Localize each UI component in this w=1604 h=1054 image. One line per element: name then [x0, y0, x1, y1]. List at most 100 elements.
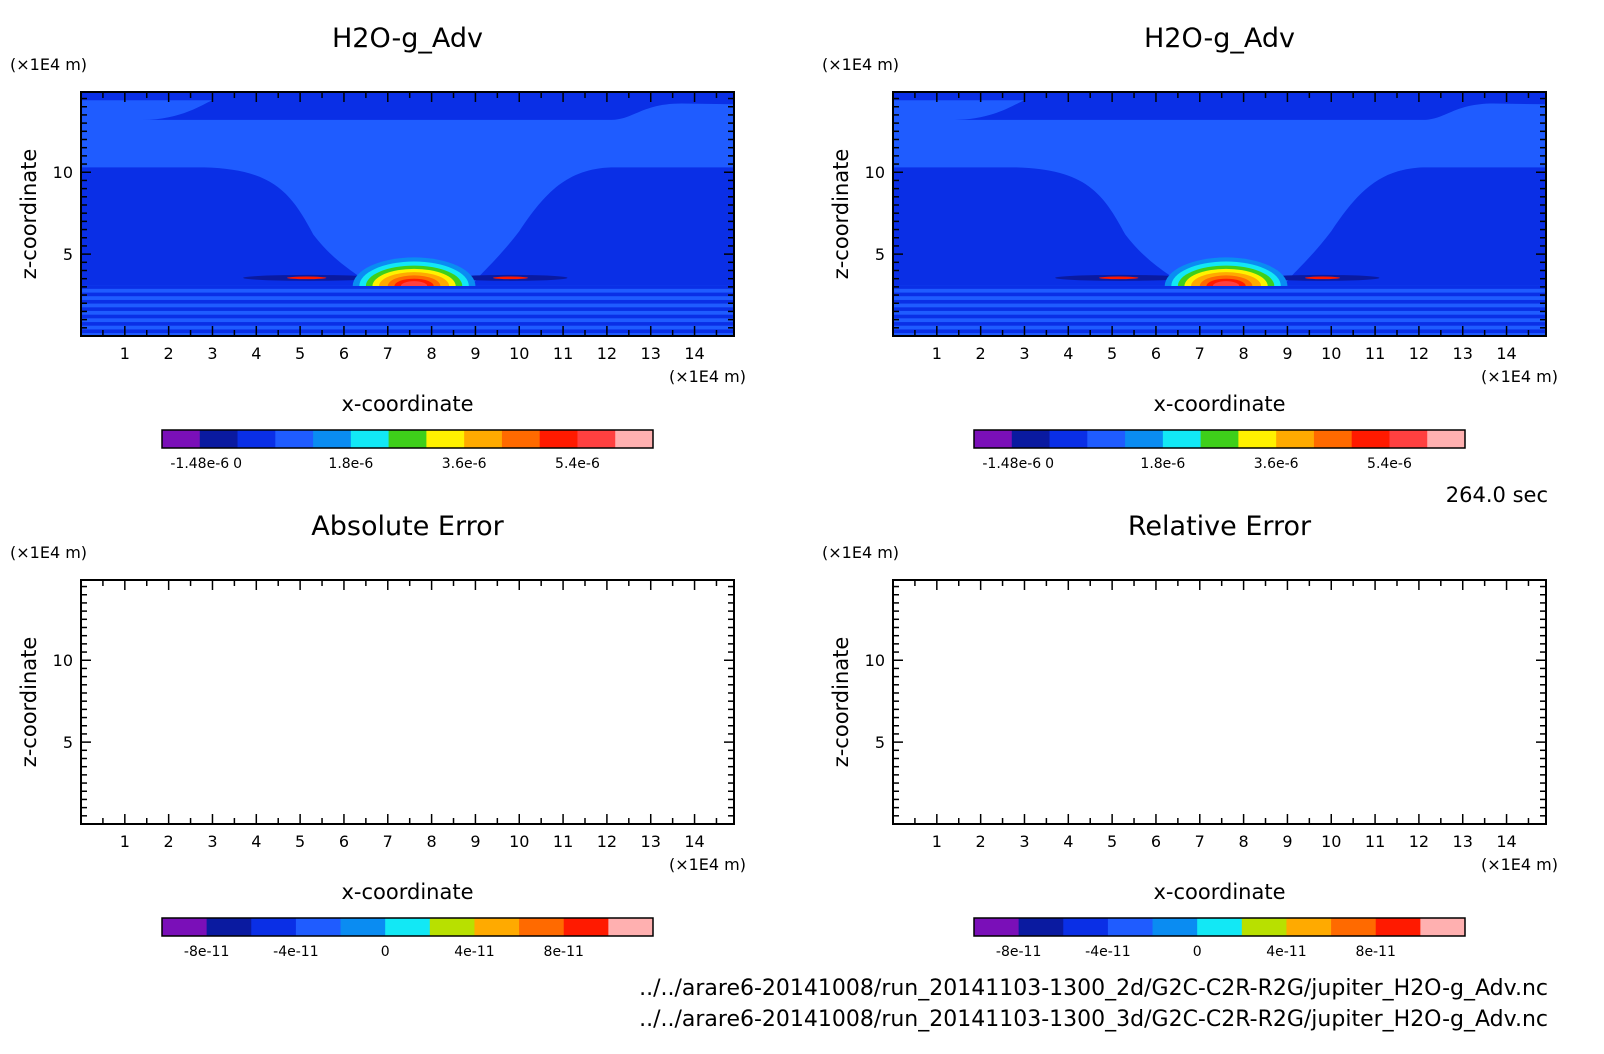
field-level-upper — [893, 92, 1546, 120]
colorbar-tick-label: -8e-11 — [996, 944, 1041, 960]
colorbar-swatch — [501, 430, 541, 448]
x-axis-label: x-coordinate — [341, 392, 473, 416]
x-tick-label: 8 — [427, 344, 437, 363]
colorbar-tick-label: 0 — [1193, 944, 1202, 960]
x-tick-label: 3 — [207, 344, 217, 363]
colorbar-swatch — [1049, 430, 1088, 448]
y-tick-label: 10 — [53, 163, 73, 182]
x-tick-label: 5 — [1107, 832, 1117, 851]
field-level-right-lobe — [473, 167, 734, 286]
colorbar-swatch — [1152, 918, 1198, 936]
field-stripe — [81, 285, 734, 289]
colorbar-swatch — [1063, 918, 1109, 936]
colorbar-swatch — [464, 430, 503, 448]
colorbar-frame — [161, 917, 654, 937]
field-stripe — [81, 322, 734, 326]
colorbar-swatch — [1276, 430, 1315, 448]
x-tick-label: 13 — [641, 832, 661, 851]
colorbar-swatch — [313, 430, 352, 448]
colorbar-swatch — [474, 918, 520, 936]
colorbar-swatch — [1313, 430, 1353, 448]
colorbar-tick-label: 3.6e-6 — [442, 456, 487, 472]
colorbar-tick-label: 0 — [381, 944, 390, 960]
field-patch-right-core — [1304, 276, 1341, 280]
chart-panel-2: H2O-g_Adv(×1E4 m)1 2 3 4 5 6 7 8 9 10 11 12 13 14510(… — [822, 23, 1558, 472]
field-stripe — [893, 285, 1546, 289]
x-tick-label: 9 — [1282, 832, 1292, 851]
file-path-3d: ../../arare6-20141008/run_20141103-1300_… — [639, 1007, 1548, 1032]
x-tick-label: 11 — [1365, 344, 1385, 363]
field-level-right-lobe — [1285, 167, 1546, 286]
colorbar-swatch — [237, 430, 276, 448]
y-axis-label: z-coordinate — [17, 637, 41, 768]
colorbar-swatch — [429, 918, 475, 936]
x-tick-label: 11 — [1365, 832, 1385, 851]
field-stripe — [81, 329, 734, 334]
colorbar-tick-label: -4e-11 — [1085, 944, 1130, 960]
colorbar-frame — [973, 917, 1466, 937]
colorbar-tick-label: -4e-11 — [273, 944, 318, 960]
x-tick-label: 1 — [120, 344, 130, 363]
x-tick-label: 4 — [251, 344, 261, 363]
x-tick-label: 9 — [1282, 344, 1292, 363]
x-tick-label: 13 — [641, 344, 661, 363]
x-tick-label: 12 — [1409, 344, 1429, 363]
x-tick-label: 9 — [470, 832, 480, 851]
time-label: 264.0 sec — [1446, 483, 1548, 507]
colorbar-swatch — [1162, 430, 1202, 448]
colorbar-swatch — [1125, 430, 1164, 448]
field-stripe — [81, 299, 734, 304]
x-axis-label: x-coordinate — [1153, 392, 1285, 416]
colorbar: -1.48e-6 0 1.8e-6 3.6e-6 5.4e-6 — [973, 429, 1466, 472]
colorbar-frame — [161, 429, 654, 449]
field-stripe — [81, 307, 734, 311]
chart-panel-4: Relative Error(×1E4 m)1 2 3 4 5 6 7 8 9 10 11 12 13 1… — [822, 511, 1558, 960]
colorbar-swatch — [1286, 918, 1332, 936]
x-tick-label: 14 — [1496, 832, 1516, 851]
chart-title: H2O-g_Adv — [332, 23, 483, 54]
colorbar-swatch — [206, 918, 252, 936]
chart-title: H2O-g_Adv — [1144, 23, 1295, 54]
colorbar-swatch — [519, 918, 565, 936]
y-tick-label: 5 — [875, 245, 885, 264]
plot-frame — [80, 579, 735, 825]
field-stripe — [893, 314, 1546, 319]
colorbar-swatch — [350, 430, 390, 448]
field-patch-left-core — [286, 276, 327, 280]
x-tick-label: 2 — [164, 344, 174, 363]
colorbar-tick-label: 5.4e-6 — [1367, 456, 1412, 472]
colorbar-swatch — [1087, 430, 1126, 448]
x-tick-label: 6 — [1151, 832, 1161, 851]
colorbar-frame — [973, 429, 1466, 449]
x-tick-label: 8 — [1239, 832, 1249, 851]
chart-title: Relative Error — [1128, 511, 1312, 542]
colorbar-tick-label: 4e-11 — [1266, 944, 1306, 960]
x-tick-label: 1 — [932, 344, 942, 363]
x-tick-label: 1 — [120, 832, 130, 851]
colorbar-swatch — [539, 430, 578, 448]
colorbar-swatch — [615, 430, 654, 448]
x-tick-label: 8 — [427, 832, 437, 851]
file-path-2d: ../../arare6-20141008/run_20141103-1300_… — [639, 976, 1548, 1001]
colorbar: -8e-11 -4e-11 0 4e-11 8e-11 — [161, 917, 654, 960]
x-tick-label: 7 — [383, 832, 393, 851]
x-tick-label: 5 — [295, 344, 305, 363]
x-tick-label: 14 — [684, 832, 704, 851]
y-tick-label: 10 — [53, 651, 73, 670]
field-stripe — [893, 292, 1546, 297]
y-tick-label: 5 — [63, 245, 73, 264]
x-tick-label: 1 — [932, 832, 942, 851]
chart-panel-1: H2O-g_Adv(×1E4 m)1 2 3 4 5 6 7 8 9 10 11 12 13 14510(… — [10, 23, 746, 472]
x-tick-label: 7 — [1195, 832, 1205, 851]
field-stripe — [81, 314, 734, 319]
x-tick-label: 2 — [976, 344, 986, 363]
colorbar-swatch — [1241, 918, 1287, 936]
colorbar-tick-label: 1.8e-6 — [1140, 456, 1185, 472]
y-unit-label: (×1E4 m) — [10, 543, 87, 562]
colorbar-swatch — [1238, 430, 1277, 448]
field-stripe — [893, 322, 1546, 326]
y-unit-label: (×1E4 m) — [822, 55, 899, 74]
colorbar-tick-label: -8e-11 — [184, 944, 229, 960]
x-unit-label: (×1E4 m) — [669, 367, 746, 386]
x-tick-label: 10 — [509, 344, 529, 363]
